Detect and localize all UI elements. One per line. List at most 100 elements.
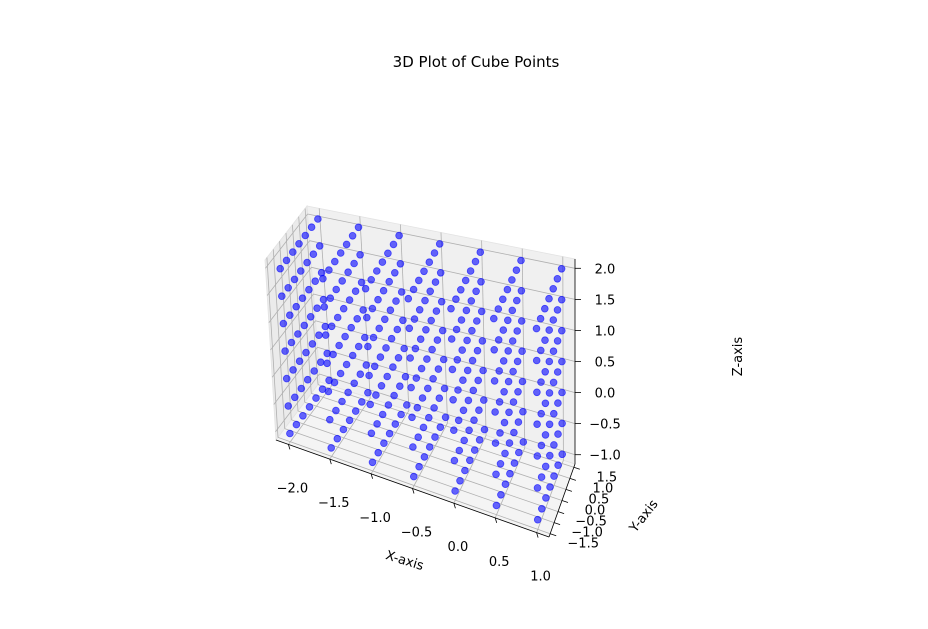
scatter-point bbox=[387, 334, 396, 343]
scatter-point bbox=[450, 456, 459, 465]
scatter-point bbox=[336, 249, 345, 257]
grid-line-y-floor bbox=[291, 419, 559, 512]
scatter-point bbox=[545, 326, 553, 334]
scatter-point bbox=[412, 374, 421, 382]
scatter-point bbox=[518, 377, 527, 386]
scatter-point bbox=[491, 408, 499, 416]
scatter-point bbox=[479, 396, 488, 404]
scatter-point bbox=[533, 484, 542, 492]
scatter-point bbox=[438, 326, 447, 335]
scatter-point bbox=[440, 384, 449, 393]
scatter-point bbox=[351, 287, 360, 296]
scatter-point bbox=[313, 304, 321, 313]
scatter-point bbox=[537, 409, 545, 418]
scatter-point bbox=[536, 314, 545, 323]
z-axis-label: Z-axis bbox=[731, 337, 746, 377]
scatter-point bbox=[430, 404, 438, 412]
y-tick-label: 1.0 bbox=[593, 481, 614, 496]
scatter-point bbox=[401, 372, 410, 381]
scatter-point bbox=[427, 316, 436, 325]
scatter-point bbox=[504, 347, 513, 355]
scatter-point bbox=[558, 450, 566, 459]
scatter-point bbox=[333, 434, 342, 443]
scatter-point bbox=[348, 351, 357, 360]
scatter-point bbox=[514, 387, 522, 396]
scatter-point bbox=[437, 297, 446, 306]
scatter-point bbox=[553, 337, 562, 345]
z-tick-label: 1.5 bbox=[595, 293, 616, 308]
scatter-point bbox=[477, 307, 486, 316]
scatter-point bbox=[312, 394, 320, 402]
scatter-point bbox=[357, 278, 366, 287]
grid-line-y-floor bbox=[297, 410, 563, 501]
scatter-point bbox=[395, 231, 403, 240]
scatter-point bbox=[557, 326, 566, 335]
scatter-point bbox=[378, 258, 387, 266]
scatter-point bbox=[477, 277, 485, 286]
scatter-point bbox=[540, 304, 549, 313]
scatter-point bbox=[503, 316, 512, 325]
scatter-point bbox=[549, 284, 557, 293]
scatter-point bbox=[375, 324, 384, 333]
scatter-point bbox=[423, 355, 431, 363]
scatter-point bbox=[537, 504, 546, 513]
scatter-point bbox=[532, 324, 541, 333]
scatter-point bbox=[392, 297, 400, 305]
scatter-point bbox=[470, 446, 479, 454]
scatter-point bbox=[319, 274, 327, 283]
scatter-point bbox=[385, 429, 394, 438]
scatter-point bbox=[372, 267, 381, 275]
scatter-point bbox=[308, 340, 317, 348]
scatter-point bbox=[338, 277, 347, 285]
scatter-point bbox=[490, 377, 499, 385]
grid-line-z-side bbox=[271, 320, 316, 378]
scatter-point bbox=[512, 266, 521, 275]
scatter-point bbox=[494, 305, 503, 313]
scatter-point bbox=[554, 399, 562, 407]
scatter-point bbox=[475, 406, 483, 415]
scatter-point bbox=[465, 426, 473, 435]
scatter-point bbox=[495, 398, 504, 406]
scatter-point bbox=[541, 462, 550, 471]
scatter-point bbox=[558, 357, 566, 366]
scatter-point bbox=[393, 325, 402, 334]
scatter-point bbox=[497, 490, 505, 499]
scatter-point bbox=[479, 366, 487, 375]
x-tick-label: 1.0 bbox=[530, 570, 551, 585]
tick-labels: −2.0−1.5−1.0−0.50.00.51.0−1.5−1.0−0.50.0… bbox=[277, 262, 621, 584]
scatter-point bbox=[461, 276, 470, 285]
scatter-point bbox=[390, 268, 399, 277]
y-tick-label: −0.5 bbox=[575, 515, 607, 530]
scatter-point bbox=[456, 285, 465, 294]
scatter-point bbox=[299, 411, 307, 420]
scatter-point bbox=[282, 374, 291, 383]
scatter-point bbox=[380, 439, 388, 448]
scatter-point bbox=[332, 406, 340, 415]
scatter-point bbox=[454, 386, 462, 394]
scatter-point bbox=[456, 476, 464, 485]
scatter-points bbox=[276, 215, 566, 524]
scatter-point bbox=[433, 336, 442, 344]
scatter-point bbox=[467, 297, 476, 305]
scatter-point bbox=[284, 402, 293, 410]
x-tick-label: −2.0 bbox=[277, 481, 309, 496]
scatter-point bbox=[490, 345, 499, 354]
scatter-point bbox=[420, 267, 428, 276]
scatter-point bbox=[418, 394, 427, 402]
scatter-point bbox=[400, 344, 409, 353]
scatter-point bbox=[326, 294, 335, 303]
scatter-point bbox=[365, 371, 373, 380]
scatter-point bbox=[417, 364, 426, 373]
scatter-point bbox=[431, 278, 440, 286]
scatter-point bbox=[353, 314, 362, 323]
y-tick-mark bbox=[561, 500, 569, 503]
scatter-point bbox=[413, 403, 422, 412]
scatter-point bbox=[286, 429, 294, 438]
x-tick-label: 0.0 bbox=[448, 540, 469, 555]
scatter-point bbox=[320, 303, 329, 311]
scatter-point bbox=[411, 344, 420, 353]
scatter-point bbox=[347, 323, 356, 332]
scatter-point bbox=[385, 277, 394, 286]
scatter-point bbox=[294, 330, 302, 338]
x-tick-mark bbox=[412, 488, 415, 494]
